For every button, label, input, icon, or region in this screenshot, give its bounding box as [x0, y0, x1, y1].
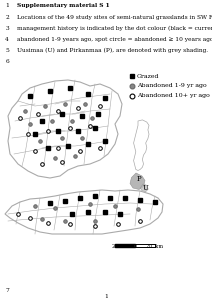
- Text: U: U: [143, 184, 149, 192]
- Text: Locations of the 49 study sites of semi-natural grasslands in SW Finland. The re: Locations of the 49 study sites of semi-…: [17, 14, 212, 20]
- Polygon shape: [140, 184, 148, 192]
- Text: 4: 4: [5, 37, 9, 42]
- Text: P: P: [137, 175, 141, 183]
- Text: 1: 1: [5, 3, 9, 8]
- Polygon shape: [130, 173, 145, 190]
- Text: abandoned 1-9 years ago, spot circle = abandoned ≥ 10 years ago). The main study: abandoned 1-9 years ago, spot circle = a…: [17, 37, 212, 42]
- Text: Abandoned 1-9 yr ago: Abandoned 1-9 yr ago: [137, 83, 207, 88]
- Text: 6: 6: [5, 59, 9, 64]
- Text: 1: 1: [104, 293, 108, 298]
- Text: Grazed: Grazed: [137, 74, 159, 79]
- Text: 3: 3: [5, 26, 9, 31]
- Text: 2: 2: [5, 14, 9, 20]
- Text: management history is indicated by the dot colour (black = currently grazed, gre: management history is indicated by the d…: [17, 26, 212, 31]
- Polygon shape: [8, 80, 122, 178]
- Text: Uusimaa (U) and Pirkanmaa (P), are denoted with grey shading.: Uusimaa (U) and Pirkanmaa (P), are denot…: [17, 48, 208, 53]
- Text: 20: 20: [112, 244, 118, 250]
- Text: 7: 7: [5, 288, 9, 293]
- Text: 20  km: 20 km: [146, 244, 163, 250]
- Text: 5: 5: [5, 48, 9, 53]
- Text: 0: 0: [133, 244, 137, 250]
- Text: Supplementary material S 1: Supplementary material S 1: [17, 3, 110, 8]
- Polygon shape: [5, 190, 163, 234]
- Polygon shape: [134, 120, 149, 170]
- Text: Abandoned 10+ yr ago: Abandoned 10+ yr ago: [137, 94, 210, 98]
